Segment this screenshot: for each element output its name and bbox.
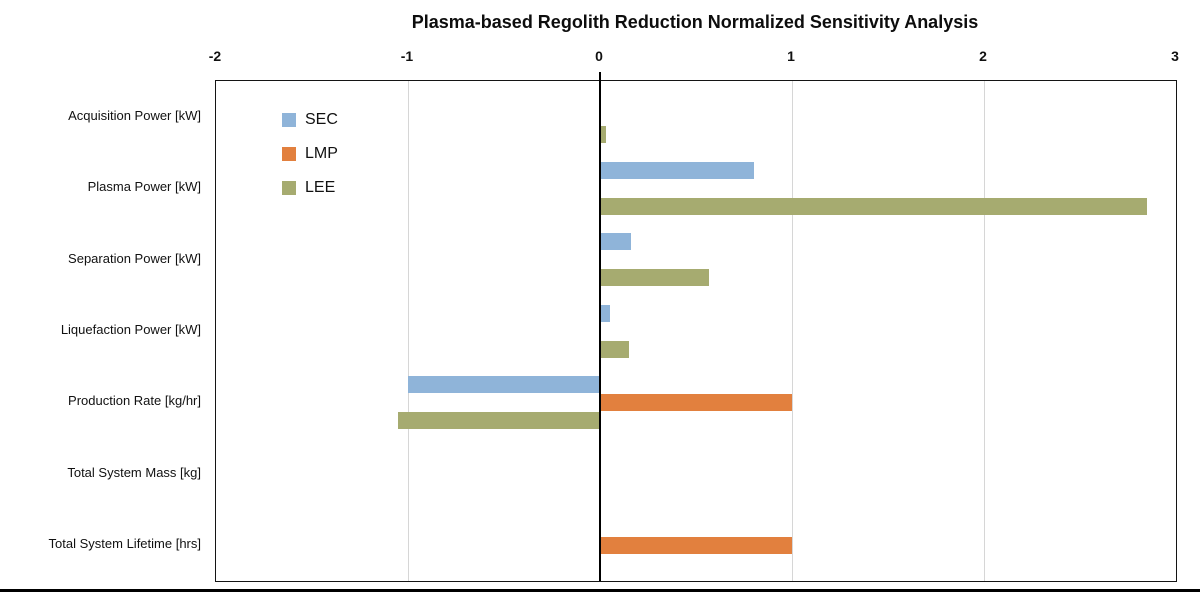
bar-sec-category-4 xyxy=(408,375,600,393)
bar-lee-category-4 xyxy=(398,411,600,429)
legend-item-lee: LEE xyxy=(282,175,338,200)
legend-swatch-lmp xyxy=(282,146,296,161)
bar-lee-category-1 xyxy=(600,197,1148,215)
category-label: Total System Lifetime [hrs] xyxy=(48,536,201,552)
legend: SEC LMP LEE xyxy=(282,107,338,200)
gridline xyxy=(792,81,793,581)
category-label: Liquefaction Power [kW] xyxy=(60,322,201,337)
legend-label: SEC xyxy=(305,110,338,128)
chart-title: Plasma-based Regolith Reduction Normaliz… xyxy=(411,12,979,32)
legend-swatch-sec xyxy=(282,112,296,127)
x-tick-label: 1 xyxy=(787,48,795,64)
plot-area: SEC LMP LEE xyxy=(215,72,1177,582)
bar-lmp-category-6 xyxy=(600,536,792,554)
x-tick-label: 0 xyxy=(595,48,603,64)
category-label: Separation Power [kW] xyxy=(68,250,201,266)
bar-sec-category-2 xyxy=(600,233,631,251)
bar-lee-category-2 xyxy=(600,269,710,287)
x-tick-label: -2 xyxy=(208,48,222,64)
gridline xyxy=(408,81,409,581)
legend-item-lmp: LMP xyxy=(282,141,338,166)
bottom-rule xyxy=(0,589,1200,592)
legend-label: LMP xyxy=(305,144,338,162)
category-axis: Acquisition Power [kW] Plasma Power [kW] S… xyxy=(0,80,207,580)
bar-lmp-category-4 xyxy=(600,393,792,411)
category-label: Production Rate [kg/hr] xyxy=(68,393,201,409)
bar-lee-category-0 xyxy=(600,126,606,144)
category-label: Plasma Power [kW] xyxy=(87,179,201,195)
legend-label: LEE xyxy=(305,178,336,196)
bar-sec-category-1 xyxy=(600,161,754,179)
zero-axis-line xyxy=(599,72,601,581)
category-label: Total System Mass [kg] xyxy=(67,464,201,480)
x-tick-label: 3 xyxy=(1171,48,1179,64)
legend-swatch-lee xyxy=(282,180,296,195)
x-tick-label: -1 xyxy=(400,48,414,64)
bar-lee-category-3 xyxy=(600,340,629,358)
x-tick-label: 2 xyxy=(979,48,987,64)
category-label: Acquisition Power [kW] xyxy=(68,107,201,123)
x-axis-ticks: -2 -1 0 1 2 3 xyxy=(0,48,1200,68)
bar-sec-category-3 xyxy=(600,304,610,322)
legend-item-sec: SEC xyxy=(282,107,338,132)
gridline xyxy=(984,81,985,581)
